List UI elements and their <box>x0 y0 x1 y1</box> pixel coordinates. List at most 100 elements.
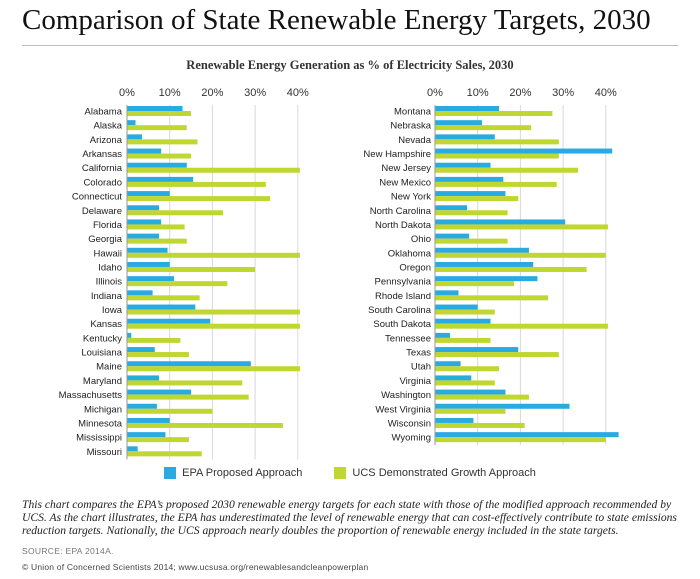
tick-label: 30% <box>244 87 266 99</box>
category-label: Arizona <box>90 135 123 146</box>
tick-label: 10% <box>159 87 181 99</box>
bar-ucs <box>127 224 185 230</box>
category-label: Maryland <box>83 376 122 387</box>
bar-epa <box>435 276 538 282</box>
bar-epa <box>435 233 470 239</box>
bar-epa <box>127 233 160 239</box>
category-label: Mississippi <box>76 433 122 444</box>
category-label: Kansas <box>90 319 122 330</box>
bar-epa <box>127 148 162 154</box>
bar-ucs <box>435 196 519 202</box>
bar-epa <box>435 417 474 423</box>
bar-ucs <box>127 111 192 116</box>
bar-epa <box>127 389 192 395</box>
bar-epa <box>127 247 168 253</box>
bar-ucs <box>127 281 228 287</box>
bar-ucs <box>435 394 529 400</box>
bar-ucs <box>435 295 549 301</box>
bar-epa <box>127 191 170 197</box>
bar-epa <box>127 276 174 282</box>
category-label: North Carolina <box>370 206 432 217</box>
bar-ucs <box>127 252 300 258</box>
bar-epa <box>435 318 491 324</box>
bar-ucs <box>127 139 198 145</box>
bar-epa <box>127 347 155 353</box>
bar-ucs <box>435 181 557 187</box>
category-label: Massachusetts <box>59 390 123 401</box>
bar-ucs <box>435 366 500 372</box>
bar-epa <box>127 304 196 310</box>
bar-ucs <box>435 408 506 414</box>
bar-epa <box>435 361 461 367</box>
bar-epa <box>127 120 136 126</box>
bar-epa <box>127 162 187 168</box>
tick-label: 0% <box>427 87 443 99</box>
bar-ucs <box>435 167 579 173</box>
category-label: New Jersey <box>381 163 431 174</box>
bar-ucs <box>127 352 189 358</box>
category-label: Tennessee <box>385 333 431 344</box>
tick-label: 0% <box>119 87 135 99</box>
category-label: Louisiana <box>81 348 122 359</box>
bar-epa <box>127 205 160 211</box>
category-label: Colorado <box>83 177 122 188</box>
category-label: South Dakota <box>373 319 431 330</box>
bar-epa <box>435 191 506 197</box>
bar-ucs <box>127 394 249 400</box>
category-label: Rhode Island <box>375 291 431 302</box>
bar-epa <box>435 403 570 409</box>
category-label: Connecticut <box>72 192 123 203</box>
bar-epa <box>435 389 506 395</box>
bar-ucs <box>435 352 559 358</box>
bar-epa <box>435 134 495 140</box>
bar-ucs <box>127 196 271 202</box>
category-label: Pennsylvania <box>374 277 431 288</box>
bar-ucs <box>127 238 187 244</box>
source-note: SOURCE: EPA 2014A. <box>22 546 114 556</box>
legend: EPA Proposed Approach UCS Demonstrated G… <box>0 467 700 479</box>
tick-label: 40% <box>595 87 617 99</box>
bar-ucs <box>127 266 256 272</box>
bar-epa <box>435 106 500 111</box>
bar-ucs <box>435 337 491 343</box>
bar-epa <box>435 261 534 267</box>
bar-ucs <box>435 309 495 315</box>
bar-epa <box>127 446 138 452</box>
category-label: Alaska <box>93 121 122 132</box>
category-label: Wyoming <box>391 433 431 444</box>
bar-ucs <box>127 408 213 414</box>
tick-label: 20% <box>509 87 531 99</box>
bar-epa <box>435 219 566 225</box>
tick-label: 20% <box>201 87 223 99</box>
legend-label-epa: EPA Proposed Approach <box>182 467 303 479</box>
bar-ucs <box>127 167 300 173</box>
category-label: Illinois <box>96 277 123 288</box>
bar-ucs <box>435 153 559 159</box>
bar-ucs <box>127 451 202 457</box>
bar-ucs <box>127 125 187 131</box>
bar-epa <box>127 261 170 267</box>
category-label: Oregon <box>399 262 431 273</box>
bar-ucs <box>435 252 606 258</box>
category-label: Delaware <box>82 206 122 217</box>
legend-swatch-ucs <box>334 467 347 479</box>
legend-item-epa: EPA Proposed Approach <box>164 467 302 479</box>
bar-epa <box>435 120 482 126</box>
tick-label: 10% <box>467 87 489 99</box>
bar-epa <box>127 403 157 409</box>
bar-ucs <box>435 380 495 386</box>
bar-ucs <box>127 295 200 301</box>
category-label: New York <box>391 192 431 203</box>
chart-subtitle: Renewable Energy Generation as % of Elec… <box>186 58 514 72</box>
bar-epa <box>127 332 132 338</box>
category-label: Virginia <box>399 376 431 387</box>
category-label: Oklahoma <box>388 248 432 259</box>
category-label: Kentucky <box>83 333 122 344</box>
category-label: Hawaii <box>93 248 122 259</box>
category-label: South Carolina <box>368 305 432 316</box>
bar-epa <box>435 290 459 296</box>
bar-ucs <box>435 224 608 230</box>
category-label: Alabama <box>85 107 123 118</box>
bar-ucs <box>435 323 608 329</box>
